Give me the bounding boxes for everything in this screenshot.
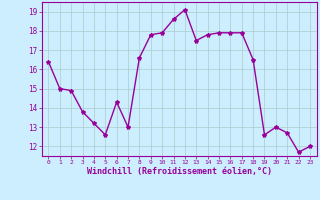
X-axis label: Windchill (Refroidissement éolien,°C): Windchill (Refroidissement éolien,°C)	[87, 167, 272, 176]
